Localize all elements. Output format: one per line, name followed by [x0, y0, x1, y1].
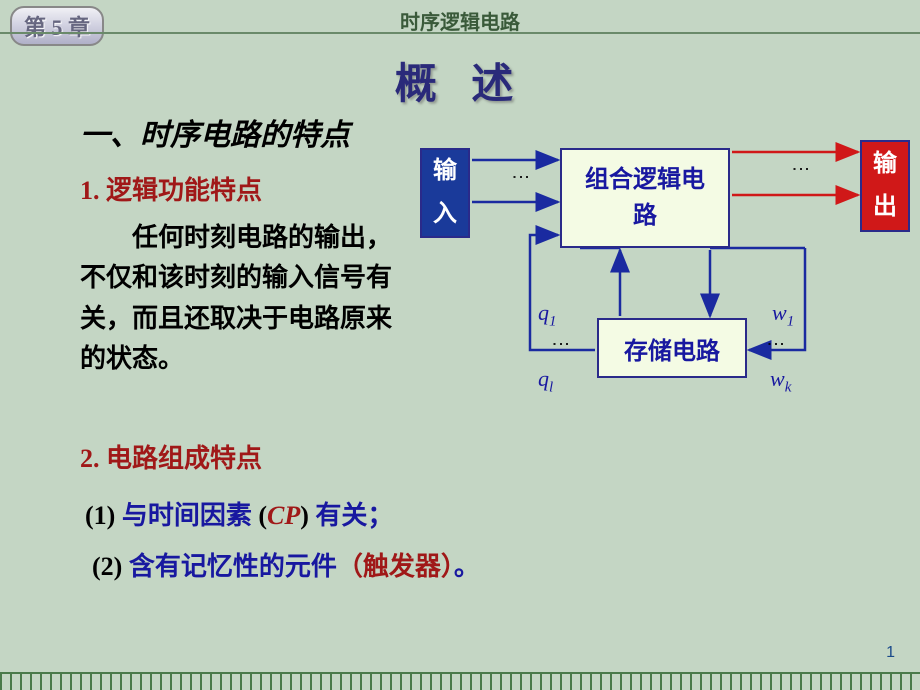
point-2-num: (2) — [92, 552, 122, 581]
point-1-tail: 有关； — [315, 501, 393, 530]
point-1-text: 与时间因素 — [122, 501, 252, 530]
output-box: 输 出 — [860, 140, 910, 232]
w-dots: ⋮ — [765, 335, 787, 350]
combinational-logic-box: 组合逻辑电 路 — [560, 148, 730, 248]
output-label-1: 输 — [873, 143, 897, 186]
input-dots: ⋮ — [510, 168, 532, 183]
trigger-text: （触发器） — [337, 551, 454, 581]
paren-open: ( — [258, 501, 267, 530]
input-box: 输 入 — [420, 148, 470, 238]
q-dots: ⋮ — [550, 335, 572, 350]
main-title: 概 述 — [0, 50, 920, 111]
subheading-1: 1. 逻辑功能特点 — [80, 170, 262, 207]
point-2-period: 。 — [454, 552, 480, 581]
point-2-text: 含有记忆性的元件 — [129, 552, 337, 581]
bottom-decorative-border — [0, 672, 920, 690]
header-title: 时序逻辑电路 — [0, 6, 920, 35]
input-label-2: 入 — [433, 193, 457, 236]
header-underline — [0, 32, 920, 34]
page-number: 1 — [886, 644, 895, 662]
point-1: (1) 与时间因素 (CP) 有关； — [85, 495, 393, 532]
paren-close: ) — [300, 501, 309, 530]
w1-label: w1 — [772, 300, 794, 330]
input-label-1: 输 — [433, 150, 457, 193]
storage-circuit-box: 存储电路 — [597, 318, 747, 378]
subheading-2: 2. 电路组成特点 — [80, 438, 262, 475]
output-label-2: 出 — [873, 186, 897, 229]
point-1-num: (1) — [85, 501, 115, 530]
point-2: (2) 含有记忆性的元件（触发器）。 — [92, 546, 480, 583]
q1-label: q1 — [538, 300, 557, 330]
body-text-1: 任何时刻电路的输出，不仅和该时刻的输入信号有关，而且还取决于电路原来的状态。 — [80, 218, 410, 379]
block-diagram: 输 入 输 出 组合逻辑电 路 存储电路 ⋮ ⋮ ⋮ ⋮ q1 ql w1 wk — [410, 140, 910, 420]
wk-label: wk — [770, 366, 791, 396]
section-heading: 一、时序电路的特点 — [80, 110, 350, 154]
ql-label: ql — [538, 366, 553, 396]
cp-symbol: CP — [267, 501, 300, 530]
output-dots: ⋮ — [790, 160, 812, 175]
